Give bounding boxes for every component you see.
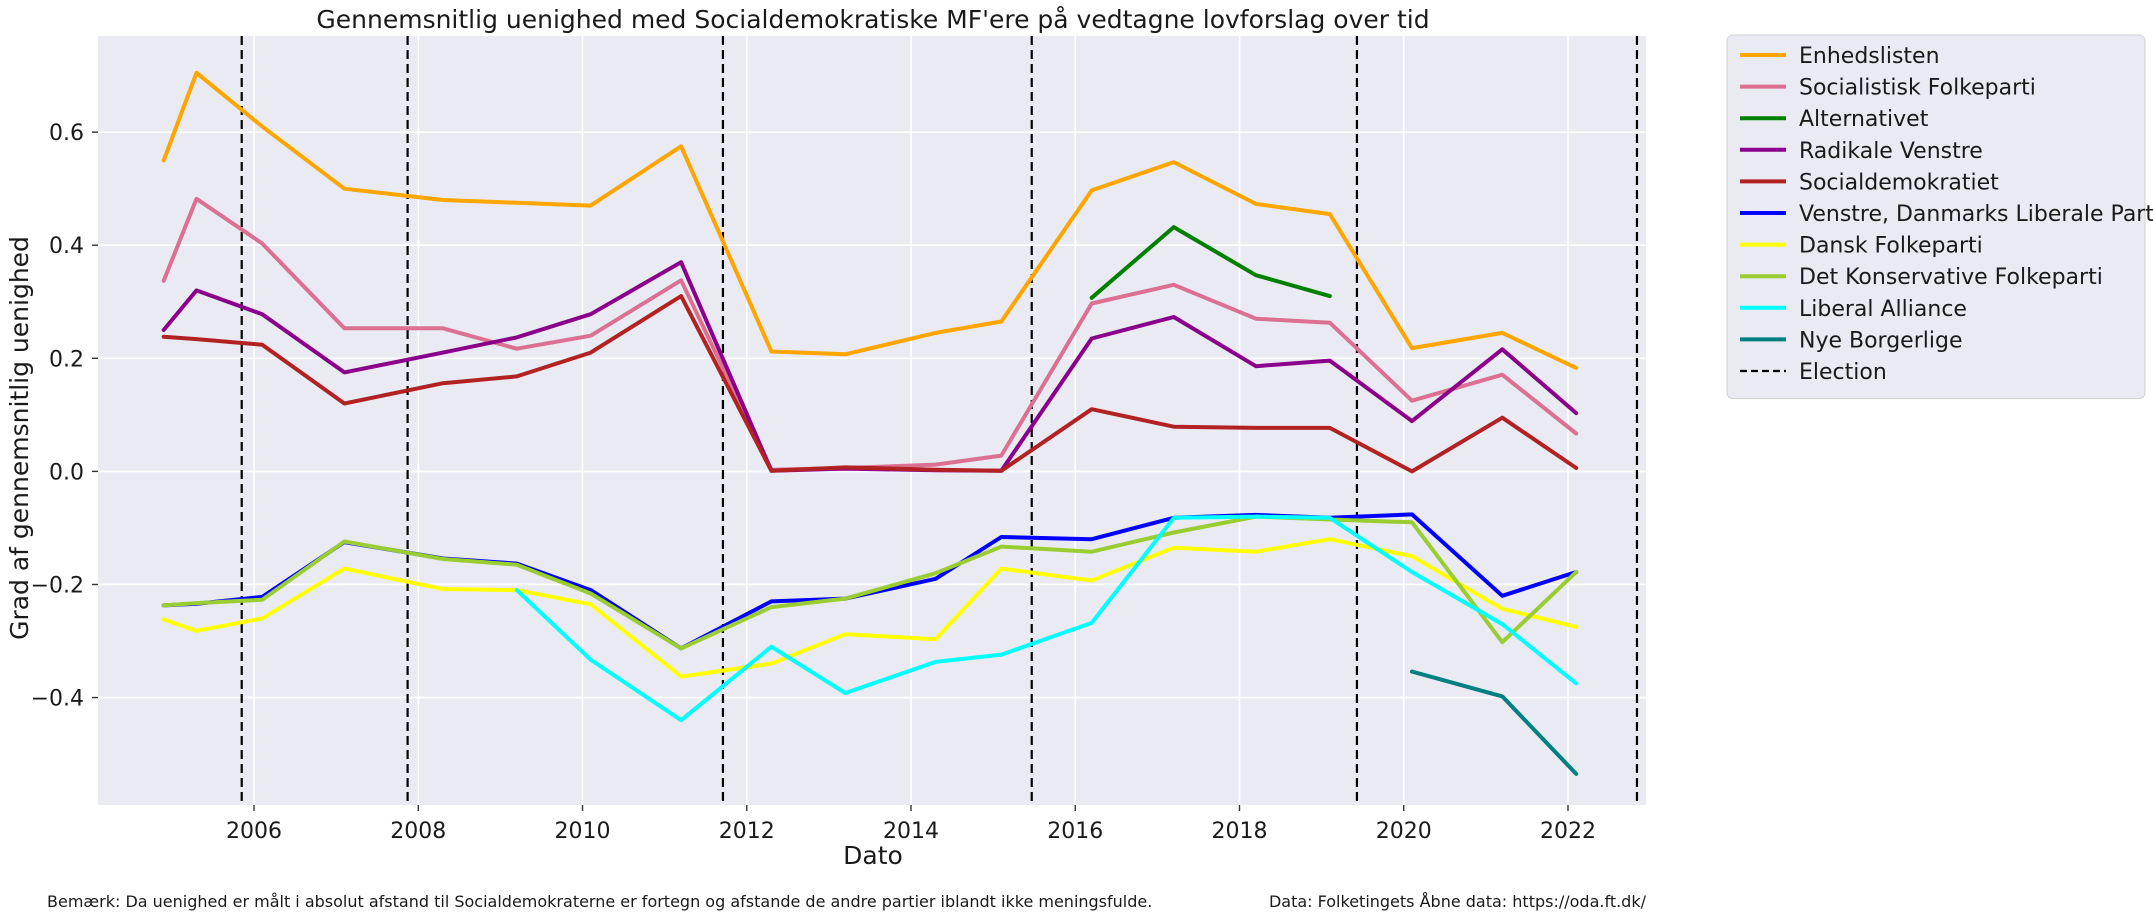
x-tick-label: 2018 (1211, 819, 1267, 844)
series-line-nye-borgerlige (1410, 669, 1579, 776)
y-tick-label: −0.4 (31, 687, 84, 712)
footnote-left: Bemærk: Da uenighed er målt i absolut af… (47, 892, 1152, 911)
legend-label: Det Konservative Folkeparti (1799, 265, 2103, 290)
legend-box (1726, 34, 2146, 400)
x-axis-ticks: 2006 2008 2010 2012 2014 2016 2018 2020 2022 (226, 805, 1596, 844)
footnote-right: Data: Folketingets Åbne data: https://od… (1269, 892, 1647, 911)
legend-label: Enhedslisten (1799, 44, 1940, 69)
legend-label: Radikale Venstre (1799, 139, 1983, 164)
x-tick-label: 2022 (1540, 819, 1596, 844)
y-tick-label: −0.2 (31, 573, 84, 598)
series-line-liberal-alliance (514, 514, 1579, 723)
legend-label: Socialdemokratiet (1799, 170, 1999, 195)
legend: Enhedslisten Socialistisk Folkeparti Alter… (1726, 34, 2153, 400)
x-tick-label: 2020 (1376, 819, 1432, 844)
series-lines (161, 70, 1579, 776)
x-axis-label: Dato (843, 841, 903, 870)
y-tick-label: 0.0 (49, 460, 84, 485)
legend-label: Alternativet (1799, 107, 1929, 132)
y-tick-label: 0.2 (49, 347, 84, 372)
x-tick-label: 2012 (719, 819, 775, 844)
series-line-alternativet (1089, 225, 1332, 300)
legend-label: Socialistisk Folkeparti (1799, 76, 2036, 101)
y-axis-label: Grad af gennemsnitlig uenighed (5, 236, 34, 640)
x-tick-label: 2014 (883, 819, 939, 844)
x-tick-label: 2016 (1047, 819, 1103, 844)
gridlines (98, 36, 1646, 805)
series-line-socialdemokratiet (161, 294, 1579, 474)
y-tick-label: 0.6 (49, 121, 84, 146)
legend-label: Liberal Alliance (1799, 297, 1967, 322)
election-lines (240, 36, 1639, 805)
legend-label: Venstre, Danmarks Liberale Parti (1799, 202, 2153, 227)
x-tick-label: 2008 (390, 819, 446, 844)
x-tick-label: 2010 (555, 819, 611, 844)
chart-title: Gennemsnitlig uenighed med Socialdemokra… (316, 5, 1429, 34)
legend-label-election: Election (1799, 360, 1887, 385)
series-line-dansk-folkeparti (161, 537, 1579, 679)
series-line-enhedslisten (161, 70, 1579, 370)
x-tick-label: 2006 (226, 819, 282, 844)
legend-label: Nye Borgerlige (1799, 328, 1963, 353)
y-axis-ticks: −0.4 −0.2 0.0 0.2 0.4 0.6 (31, 121, 98, 712)
y-tick-label: 0.4 (49, 234, 84, 259)
plot-area (98, 36, 1646, 805)
legend-label: Dansk Folkeparti (1799, 234, 1983, 259)
